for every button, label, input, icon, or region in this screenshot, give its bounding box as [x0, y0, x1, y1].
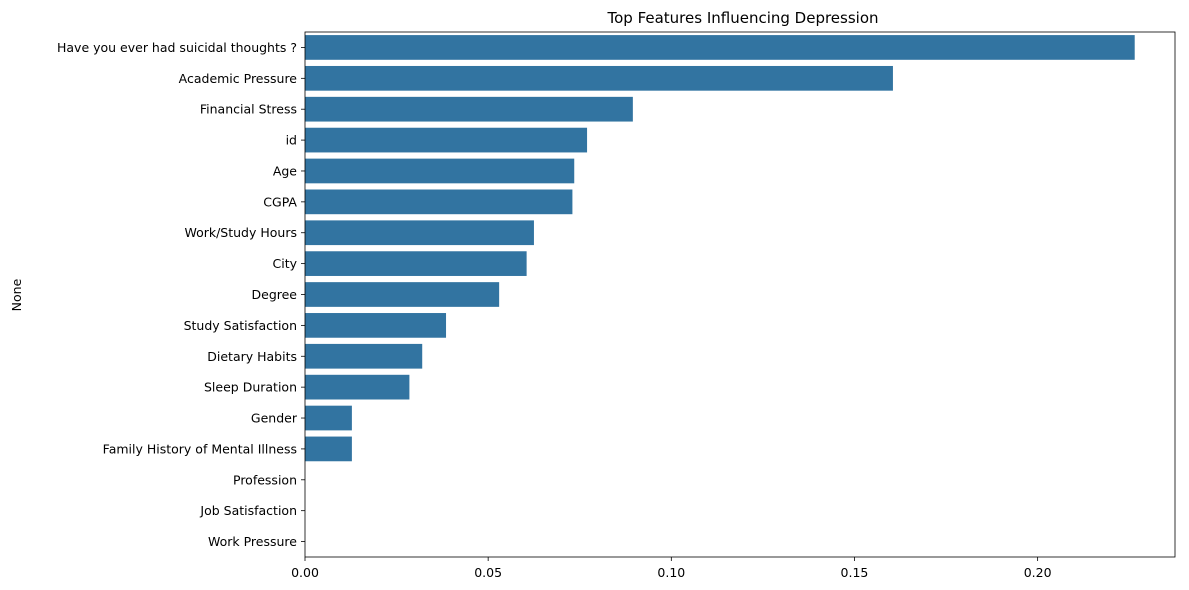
bar-4: [305, 158, 575, 184]
x-tick-label: 0.15: [841, 565, 869, 580]
bar-5: [305, 189, 573, 215]
y-tick-label: Profession: [233, 472, 297, 487]
y-tick-labels: Have you ever had suicidal thoughts ? Aca…: [57, 40, 305, 549]
bar-9: [305, 313, 447, 338]
bar-7: [305, 251, 527, 276]
chart-title: Top Features Influencing Depression: [606, 9, 878, 27]
bar-11: [305, 374, 410, 400]
y-tick-label: Sleep Duration: [204, 380, 297, 395]
y-tick-label: Work/Study Hours: [184, 225, 297, 240]
x-tick-label: 0.20: [1024, 565, 1052, 580]
y-tick-label: id: [286, 133, 297, 148]
y-tick-label: Study Satisfaction: [184, 318, 297, 333]
plot-frame: [304, 31, 1176, 558]
y-tick-label: CGPA: [263, 194, 297, 209]
x-tick-label: 0.00: [291, 565, 319, 580]
x-tick-label: 0.05: [474, 565, 502, 580]
y-tick-label: City: [273, 256, 298, 271]
y-tick-label: Have you ever had suicidal thoughts ?: [57, 40, 297, 55]
y-tick-label: Family History of Mental Illness: [103, 441, 297, 456]
bar-8: [305, 282, 500, 307]
y-tick-label: Age: [273, 163, 297, 178]
bar-0: [305, 35, 1135, 60]
axes-frame: [304, 31, 1176, 558]
y-tick-label: Financial Stress: [200, 102, 297, 117]
bar-10: [305, 343, 423, 369]
y-axis-label: None: [9, 278, 24, 311]
bar-12: [305, 405, 352, 431]
bar-1: [305, 65, 893, 91]
x-ticks: 0.00 0.05 0.10 0.15 0.20: [291, 557, 1052, 580]
y-tick-label: Degree: [252, 287, 298, 302]
bar-3: [305, 127, 588, 153]
bar-6: [305, 220, 534, 246]
y-tick-label: Dietary Habits: [207, 349, 297, 364]
y-tick-label: Gender: [251, 411, 298, 426]
y-tick-label: Work Pressure: [208, 534, 297, 549]
y-tick-label: Job Satisfaction: [199, 503, 297, 518]
bar-2: [305, 96, 633, 122]
bar-13: [305, 436, 352, 462]
bars-group: [305, 35, 1135, 462]
y-tick-label: Academic Pressure: [179, 71, 298, 86]
x-tick-label: 0.10: [657, 565, 685, 580]
